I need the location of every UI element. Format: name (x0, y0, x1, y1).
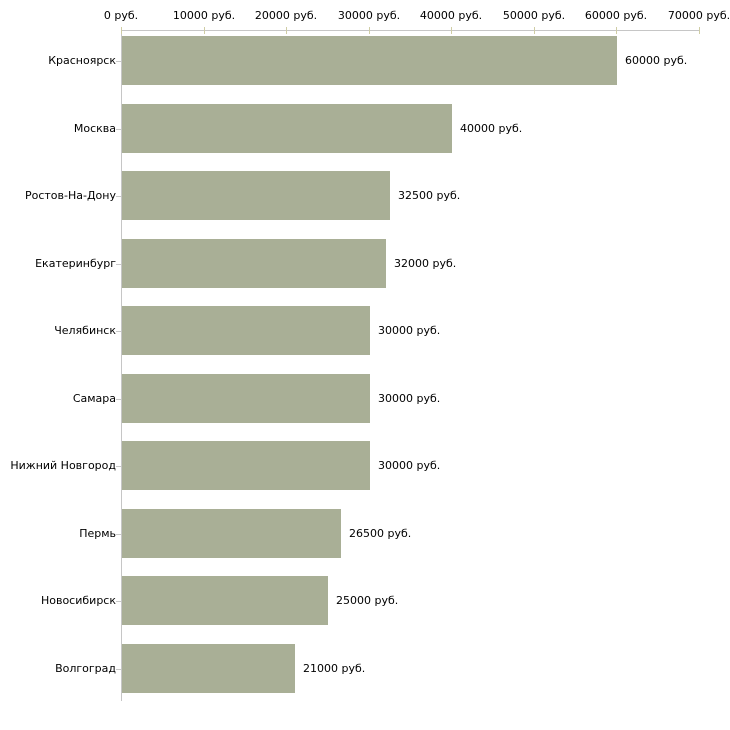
x-axis-tick (451, 27, 452, 34)
category-label: Волгоград (55, 661, 116, 675)
y-axis-tick (116, 331, 121, 332)
y-axis-tick (116, 601, 121, 602)
category-label: Самара (72, 391, 116, 405)
bar-row: Екатеринбург 32000 руб. (0, 238, 730, 288)
bar-row: Пермь 26500 руб. (0, 508, 730, 558)
bar (122, 373, 370, 423)
value-label: 30000 руб. (378, 391, 441, 405)
bar (122, 441, 370, 490)
y-axis-tick (116, 533, 121, 535)
value-label: 26500 руб. (349, 526, 412, 540)
y-axis-tick (116, 196, 121, 197)
value-label: 60000 руб. (625, 54, 688, 67)
bar (122, 508, 341, 558)
value-label: 30000 руб. (378, 459, 441, 472)
bar-row: Москва 40000 руб. (0, 103, 730, 153)
x-axis-tick-label: 40000 руб. (419, 9, 483, 22)
x-axis-tick (286, 27, 287, 34)
y-axis-tick (116, 61, 121, 62)
y-axis-line (121, 30, 122, 701)
bar (122, 36, 617, 85)
value-label: 32000 руб. (394, 256, 457, 270)
category-label: Челябинск (54, 324, 116, 337)
bar-row: Волгоград 21000 руб. (0, 643, 730, 693)
x-axis-tick-label: 0 руб. (103, 9, 139, 22)
x-axis-tick (616, 27, 617, 34)
x-axis-tick (699, 27, 700, 34)
x-axis-tick (121, 27, 122, 34)
y-axis-tick (116, 398, 121, 400)
x-axis-tick (369, 27, 370, 34)
bar-row: Ростов-На-Дону 32500 руб. (0, 171, 730, 220)
bar (122, 643, 295, 693)
bar-row: Нижний Новгород 30000 руб. (0, 441, 730, 490)
x-axis-tick-label: 20000 руб. (254, 9, 318, 22)
category-label: Нижний Новгород (10, 459, 116, 472)
category-label: Красноярск (48, 54, 116, 67)
y-axis-tick (116, 466, 121, 467)
y-axis-tick (116, 263, 121, 265)
bar-row: Новосибирск 25000 руб. (0, 576, 730, 625)
bar (122, 171, 390, 220)
x-axis-tick-label: 60000 руб. (584, 9, 648, 22)
category-label: Москва (73, 121, 116, 135)
x-axis-tick (534, 27, 535, 34)
category-label: Екатеринбург (35, 256, 116, 270)
x-axis-tick-label: 10000 руб. (172, 9, 236, 22)
bar (122, 103, 452, 153)
value-label: 30000 руб. (378, 324, 441, 337)
bar-row: Челябинск 30000 руб. (0, 306, 730, 355)
category-label: Новосибирск (40, 594, 116, 607)
y-axis-tick (116, 128, 121, 130)
bar (122, 238, 386, 288)
x-axis-tick-label: 70000 руб. (667, 9, 730, 22)
value-label: 40000 руб. (460, 121, 523, 135)
bar (122, 306, 370, 355)
x-axis-line (121, 30, 700, 31)
value-label: 32500 руб. (398, 189, 461, 202)
category-label: Ростов-На-Дону (24, 189, 116, 202)
bar-row: Самара 30000 руб. (0, 373, 730, 423)
bar (122, 576, 328, 625)
value-label: 25000 руб. (336, 594, 399, 607)
x-axis-tick-label: 30000 руб. (337, 9, 401, 22)
y-axis-tick (116, 668, 121, 670)
category-label: Пермь (79, 526, 116, 540)
value-label: 21000 руб. (303, 661, 366, 675)
x-axis-tick-label: 50000 руб. (502, 9, 566, 22)
x-axis-tick (204, 27, 205, 34)
bar-row: Красноярск 60000 руб. (0, 36, 730, 85)
